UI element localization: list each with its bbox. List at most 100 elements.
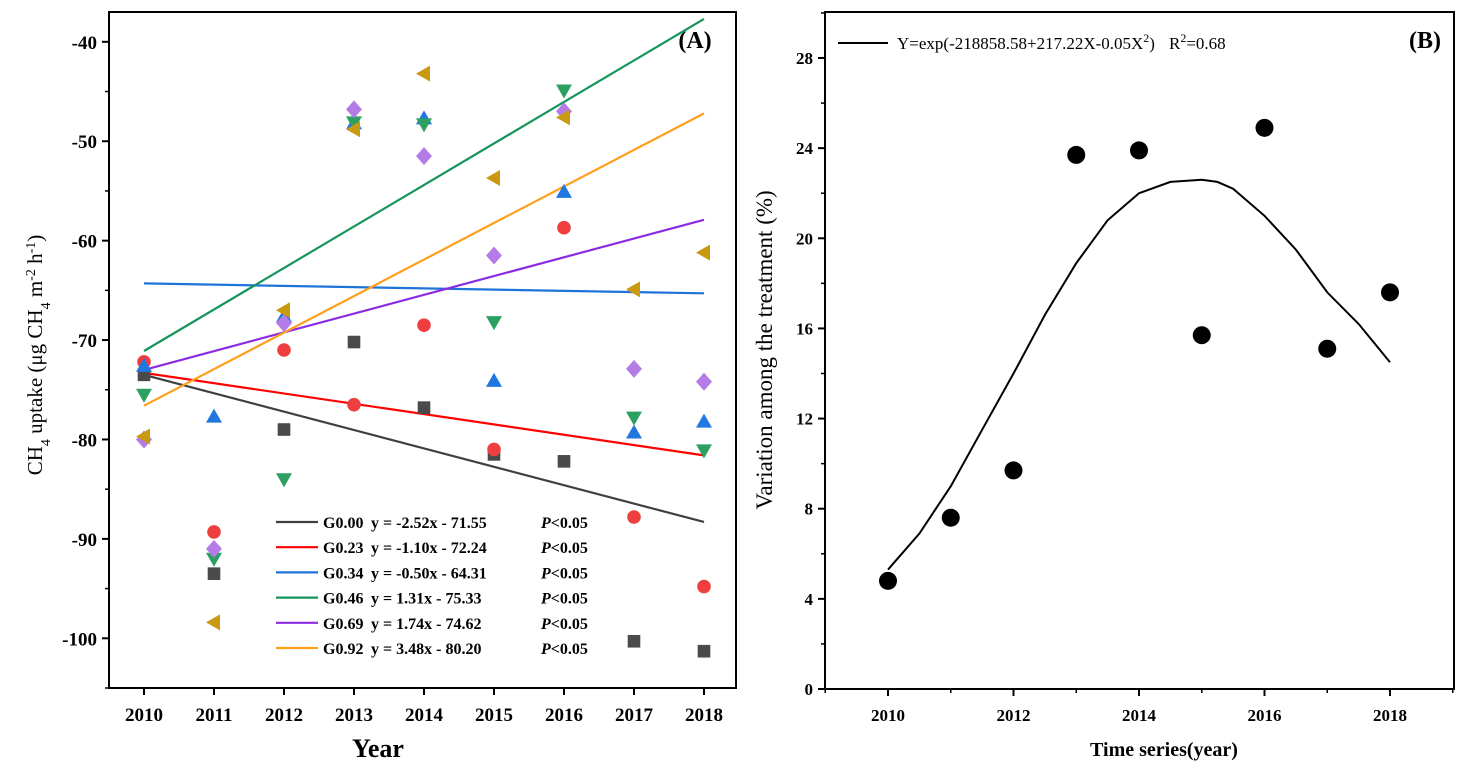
panel-a-data-points — [136, 65, 712, 658]
y-tick-label: -60 — [72, 232, 97, 253]
fit-line-g0-23 — [143, 371, 705, 457]
x-tick-label: 2011 — [196, 705, 233, 726]
data-point-g0-46 — [276, 473, 292, 488]
y-tick-label: -80 — [72, 430, 97, 451]
data-point-g0-23 — [557, 220, 571, 235]
data-point — [1318, 339, 1337, 358]
data-point-g0-92 — [136, 428, 150, 445]
data-point-g0-69 — [346, 100, 362, 119]
data-point-g0-34 — [206, 408, 222, 423]
data-point-g0-92 — [276, 302, 290, 319]
data-point-g0-46 — [626, 411, 642, 426]
legend-entry: G0.69 y = 1.74x - 74.62 P<0.05 — [323, 616, 588, 633]
panel-b-data-points — [879, 118, 1399, 590]
legend-entry: G0.92 y = 3.48x - 80.20 P<0.05 — [323, 641, 588, 658]
data-point-g0-00 — [417, 401, 431, 414]
data-point-g0-00 — [557, 455, 571, 468]
panel-b-x-axis-label: Time series(year) — [1090, 739, 1238, 761]
y-tick-label: 28 — [796, 49, 813, 68]
data-point-g0-92 — [416, 65, 430, 82]
data-point-g0-23 — [487, 442, 501, 457]
panel-a-legend: G0.00 y = -2.52x - 71.55 P<0.05 G0.23 y = -1… — [276, 515, 588, 658]
data-point-g0-23 — [627, 510, 641, 524]
panel-a-y-axis-label: CH4 uptake (μg CH4 m-2 h-1) — [23, 235, 54, 476]
y-tick-label: 8 — [805, 500, 814, 519]
data-point-g0-34 — [556, 183, 572, 198]
data-point-g0-00 — [347, 335, 361, 349]
y-tick-label: -50 — [72, 132, 97, 153]
x-tick-label: 2014 — [405, 705, 444, 726]
panel-a-fit-lines — [143, 18, 705, 524]
data-point-g0-69 — [276, 314, 292, 333]
y-tick-label: 4 — [805, 590, 814, 609]
data-point — [1067, 145, 1086, 164]
data-point-g0-92 — [486, 170, 500, 187]
fit-line-g0-34 — [143, 282, 705, 295]
panel-a-y-ticks: -40 -50 -60 -70 -80 -90 -100 — [62, 33, 109, 689]
data-point-g0-46 — [486, 316, 502, 331]
data-point-g0-34 — [136, 357, 152, 372]
panel-b-fit-curve — [887, 178, 1391, 571]
data-point-g0-92 — [206, 614, 220, 631]
data-point — [941, 508, 960, 527]
panel-a-x-ticks: 2010 2011 2012 2013 2014 2015 2016 2017 2018 — [125, 688, 723, 726]
data-point-g0-69 — [696, 372, 712, 391]
panel-b-equation: Y=exp(-218858.58+217.22X-0.05X2) R2=0.68 — [897, 31, 1226, 53]
data-point-g0-92 — [696, 244, 710, 261]
data-point-g0-69 — [486, 246, 502, 265]
data-point-g0-00 — [277, 423, 291, 436]
data-point-g0-00 — [627, 634, 641, 648]
legend-entry: G0.00 y = -2.52x - 71.55 P<0.05 — [323, 515, 588, 532]
data-point-g0-46 — [696, 444, 712, 459]
data-point — [879, 571, 897, 590]
data-point-g0-23 — [417, 318, 431, 332]
data-point — [1004, 461, 1023, 480]
panel-b-y-ticks: 0 4 8 12 16 20 24 28 — [796, 12, 825, 699]
data-point-g0-23 — [207, 525, 221, 539]
y-tick-label: -40 — [72, 33, 97, 54]
panel-b: 0 4 8 12 16 20 24 28 2010 2012 2014 2016 2018 Y=exp… — [752, 11, 1455, 761]
y-tick-label: -100 — [62, 629, 97, 650]
x-tick-label: 2012 — [265, 705, 303, 726]
y-tick-label: -90 — [72, 530, 97, 551]
data-point-g0-00 — [207, 567, 221, 580]
data-point-g0-46 — [416, 118, 432, 133]
y-tick-label: -70 — [72, 331, 97, 352]
fit-line-g0-92 — [143, 112, 705, 407]
data-point-g0-23 — [697, 579, 711, 594]
data-point-g0-46 — [346, 116, 362, 131]
data-point-g0-46 — [556, 84, 572, 99]
y-tick-label: 16 — [796, 319, 813, 338]
x-tick-label: 2017 — [615, 705, 654, 726]
y-tick-label: 24 — [796, 139, 814, 158]
panel-b-x-ticks: 2010 2012 2014 2016 2018 — [824, 689, 1454, 725]
panel-a-frame — [108, 11, 737, 689]
fit-line-g0-00 — [143, 373, 705, 524]
panel-b-frame — [824, 11, 1455, 690]
y-tick-label: 20 — [796, 229, 813, 248]
panel-b-label: (B) — [1409, 28, 1441, 54]
x-tick-label: 2016 — [1248, 706, 1282, 725]
panel-a: -40 -50 -60 -70 -80 -90 -100 2010 2011 2012 2013 2… — [23, 11, 737, 763]
panel-a-x-axis-label: Year — [352, 734, 404, 763]
panel-a-label: (A) — [678, 28, 711, 54]
x-tick-label: 2016 — [545, 705, 583, 726]
x-tick-label: 2012 — [997, 706, 1031, 725]
legend-entry: G0.34 y = -0.50x - 64.31 P<0.05 — [323, 565, 588, 582]
y-tick-label: 0 — [805, 680, 814, 699]
data-point-g0-69 — [416, 147, 432, 166]
x-tick-label: 2013 — [335, 705, 373, 726]
fit-line-g0-69 — [143, 218, 705, 371]
data-point — [1192, 326, 1211, 345]
data-point-g0-69 — [206, 539, 222, 558]
data-point-g0-34 — [696, 413, 712, 428]
data-point-g0-46 — [206, 552, 222, 567]
data-point — [1130, 141, 1148, 160]
data-point-g0-69 — [626, 359, 642, 378]
x-tick-label: 2010 — [125, 705, 163, 726]
data-point-g0-92 — [626, 281, 640, 298]
x-tick-label: 2010 — [871, 706, 905, 725]
fit-line-g0-46 — [143, 18, 705, 352]
y-tick-label: 12 — [796, 410, 813, 429]
